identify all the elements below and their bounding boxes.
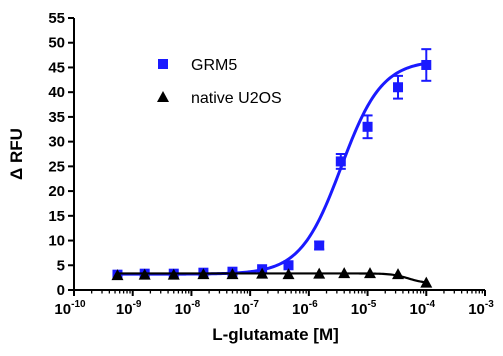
data-point	[362, 121, 373, 132]
x-tick-label: 10-3	[468, 299, 494, 318]
data-point	[197, 268, 210, 280]
data-point	[338, 267, 351, 279]
y-tick-label: 35	[48, 109, 65, 126]
data-point	[138, 268, 151, 280]
series-layer	[111, 48, 433, 288]
legend-label: GRM5	[191, 57, 237, 74]
data-point	[167, 268, 180, 280]
y-tick-label: 10	[48, 233, 65, 250]
y-axis-title: Δ RFU	[7, 128, 26, 180]
data-point	[420, 276, 433, 288]
data-point	[111, 269, 124, 281]
y-tick-label: 0	[57, 282, 65, 299]
fit-curve	[117, 272, 427, 284]
data-point	[226, 268, 239, 280]
x-tick-label: 10-9	[116, 299, 142, 318]
data-point	[282, 268, 295, 280]
y-tick-label: 15	[48, 208, 65, 225]
legend: GRM5 native U2OS	[157, 57, 282, 107]
data-point	[313, 267, 326, 279]
y-tick-label: 50	[48, 35, 65, 52]
data-point	[393, 82, 404, 93]
y-tick-label: 55	[48, 10, 65, 27]
y-tick-label: 45	[48, 59, 65, 76]
data-point	[364, 267, 377, 279]
data-point	[256, 267, 269, 279]
x-tick-label: 10-6	[292, 299, 318, 318]
y-tick-label: 20	[48, 183, 65, 200]
data-point	[421, 59, 432, 70]
x-tick-label: 10-5	[351, 299, 377, 318]
data-point	[392, 268, 405, 280]
x-axis-title: L-glutamate [M]	[212, 325, 339, 344]
x-tick-label: 10-8	[175, 299, 201, 318]
legend-marker-grm5	[158, 59, 168, 69]
data-point	[335, 156, 346, 167]
axes: 0 5 10 15 20 25 30 35 40 45 50 55 10-10 10-9 10-8 10-7 1…	[48, 10, 494, 318]
series-grm5	[112, 48, 432, 280]
series-native-u2os	[111, 267, 433, 288]
x-tick-label: 10-7	[233, 299, 259, 318]
legend-marker-native-u2os	[157, 91, 169, 102]
data-point	[314, 240, 325, 251]
x-tick-label: 10-4	[409, 299, 435, 318]
y-tick-label: 25	[48, 158, 65, 175]
y-tick-label: 40	[48, 84, 65, 101]
data-point	[283, 260, 294, 271]
y-tick-label: 5	[57, 257, 65, 274]
x-tick-label: 10-10	[54, 299, 86, 318]
legend-label: native U2OS	[191, 90, 282, 107]
y-tick-label: 30	[48, 134, 65, 151]
